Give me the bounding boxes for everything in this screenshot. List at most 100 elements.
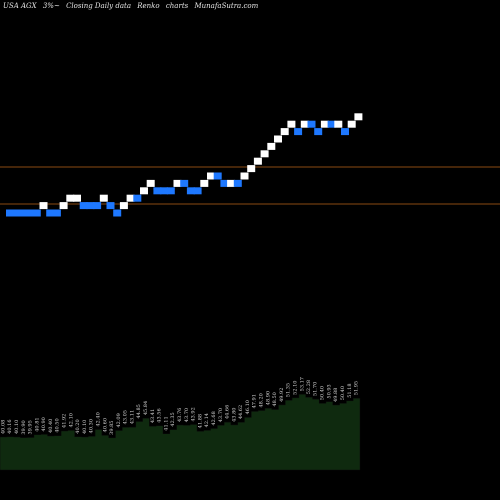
renko-brick-up	[300, 120, 309, 128]
style-label: Renko	[137, 2, 160, 10]
renko-brick-up	[146, 179, 155, 187]
value-label: 42.40	[95, 412, 101, 426]
value-label: 48.90	[265, 391, 271, 405]
renko-brick-down	[12, 209, 21, 217]
value-label: 51.35	[286, 383, 292, 397]
value-label: 48.20	[259, 393, 265, 407]
value-label: 42.10	[68, 413, 74, 427]
value-label: 48.50	[272, 392, 278, 406]
renko-brick-up	[274, 135, 282, 143]
renko-brick-up	[39, 202, 48, 210]
value-label: 50.93	[326, 384, 332, 398]
renko-brick-up	[287, 120, 296, 128]
value-labels: 40.08 40.16 40.10 39.90 39.95 40.81 40.90 40.40…	[0, 377, 359, 435]
renko-brick-up	[354, 113, 363, 121]
bottom-area-chart	[0, 394, 361, 471]
value-label: 51.95	[354, 381, 360, 395]
symbol-label: USA AGX	[3, 2, 37, 10]
value-label: 51.18	[347, 383, 353, 397]
value-label: 52.10	[292, 381, 298, 395]
renko-brick-down	[46, 209, 55, 217]
renko-brick-up	[173, 179, 182, 187]
renko-brick-down	[6, 209, 14, 217]
renko-brick-up	[126, 194, 135, 202]
renko-brick-down	[193, 187, 202, 195]
value-label: 40.10	[82, 420, 88, 434]
renko-brick-down	[213, 172, 222, 180]
value-label: 43.11	[130, 410, 136, 424]
site-label: MunafaSutra.com	[194, 2, 259, 10]
renko-brick-down	[327, 120, 336, 128]
value-label: 41.92	[62, 414, 68, 428]
renko-brick-down	[153, 187, 162, 195]
renko-brick-down	[160, 187, 169, 195]
renko-brick-up	[253, 157, 262, 165]
chart-type-label: Closing Daily data	[66, 2, 132, 10]
value-label: 44.85	[136, 404, 142, 418]
renko-brick-down	[52, 209, 61, 217]
value-label: 43.92	[191, 407, 197, 421]
renko-brick-down	[180, 179, 189, 187]
value-label: 41.88	[197, 414, 203, 428]
renko-brick-up	[334, 120, 343, 128]
renko-brick-up	[347, 120, 356, 128]
value-label: 52.28	[306, 380, 312, 394]
renko-brick-up	[320, 120, 329, 128]
renko-brick-down	[233, 179, 242, 187]
renko-brick-up	[200, 179, 209, 187]
value-label: 40.16	[7, 419, 13, 433]
value-label: 39.95	[28, 420, 34, 434]
renko-brick-down	[294, 128, 303, 136]
value-label: 40.08	[0, 420, 6, 434]
value-label: 42.14	[204, 413, 210, 427]
renko-brick-down	[19, 209, 28, 217]
value-label: 42.09	[116, 413, 122, 427]
value-label: 42.68	[211, 411, 217, 425]
value-label: 39.90	[21, 420, 27, 434]
value-label: 43.56	[157, 408, 163, 422]
renko-brick-down	[79, 202, 88, 210]
renko-brick-up	[267, 142, 276, 150]
value-label: 43.05	[123, 410, 129, 424]
renko-brick-down	[314, 128, 323, 136]
renko-brick-up	[227, 179, 236, 187]
value-label: 45.84	[143, 401, 149, 415]
value-label: 50.40	[320, 386, 326, 400]
value-label: 43.70	[218, 408, 224, 422]
value-label: 41.11	[163, 416, 169, 430]
renko-brick-up	[140, 187, 148, 195]
value-label: 40.50	[55, 418, 61, 432]
renko-brick-down	[93, 202, 102, 210]
value-label: 40.81	[34, 417, 40, 431]
charts-label: charts	[165, 2, 189, 10]
value-label: 44.66	[224, 405, 230, 419]
value-label: 40.60	[102, 418, 108, 432]
value-label: 47.91	[252, 394, 258, 408]
value-label: 40.30	[89, 419, 95, 433]
renko-brick-up	[99, 194, 108, 202]
renko-brick-up	[66, 194, 75, 202]
value-label: 42.35	[170, 412, 176, 426]
value-label: 50.40	[340, 386, 346, 400]
renko-brick-down	[86, 202, 95, 210]
renko-brick-down	[186, 187, 195, 195]
value-label: 43.41	[150, 409, 156, 423]
renko-brick-up	[119, 202, 128, 210]
value-label: 49.88	[333, 388, 339, 402]
renko-brick-down	[113, 209, 122, 217]
value-label: 43.70	[184, 408, 190, 422]
renko-brick-up	[260, 150, 269, 158]
change-label: 3%~	[42, 2, 60, 10]
value-label: 51.70	[313, 382, 319, 396]
renko-brick-down	[166, 187, 175, 195]
value-label: 43.80	[231, 408, 237, 422]
chart-header: USA AGX 3%~ Closing Daily data Renko cha…	[3, 2, 262, 10]
value-label: 53.17	[299, 377, 305, 391]
renko-brick-down	[32, 209, 41, 217]
value-label: 44.62	[238, 405, 244, 419]
renko-brick-up	[73, 194, 81, 202]
renko-brick-up	[280, 128, 289, 136]
area-series	[0, 394, 361, 471]
value-label: 39.85	[109, 420, 115, 434]
